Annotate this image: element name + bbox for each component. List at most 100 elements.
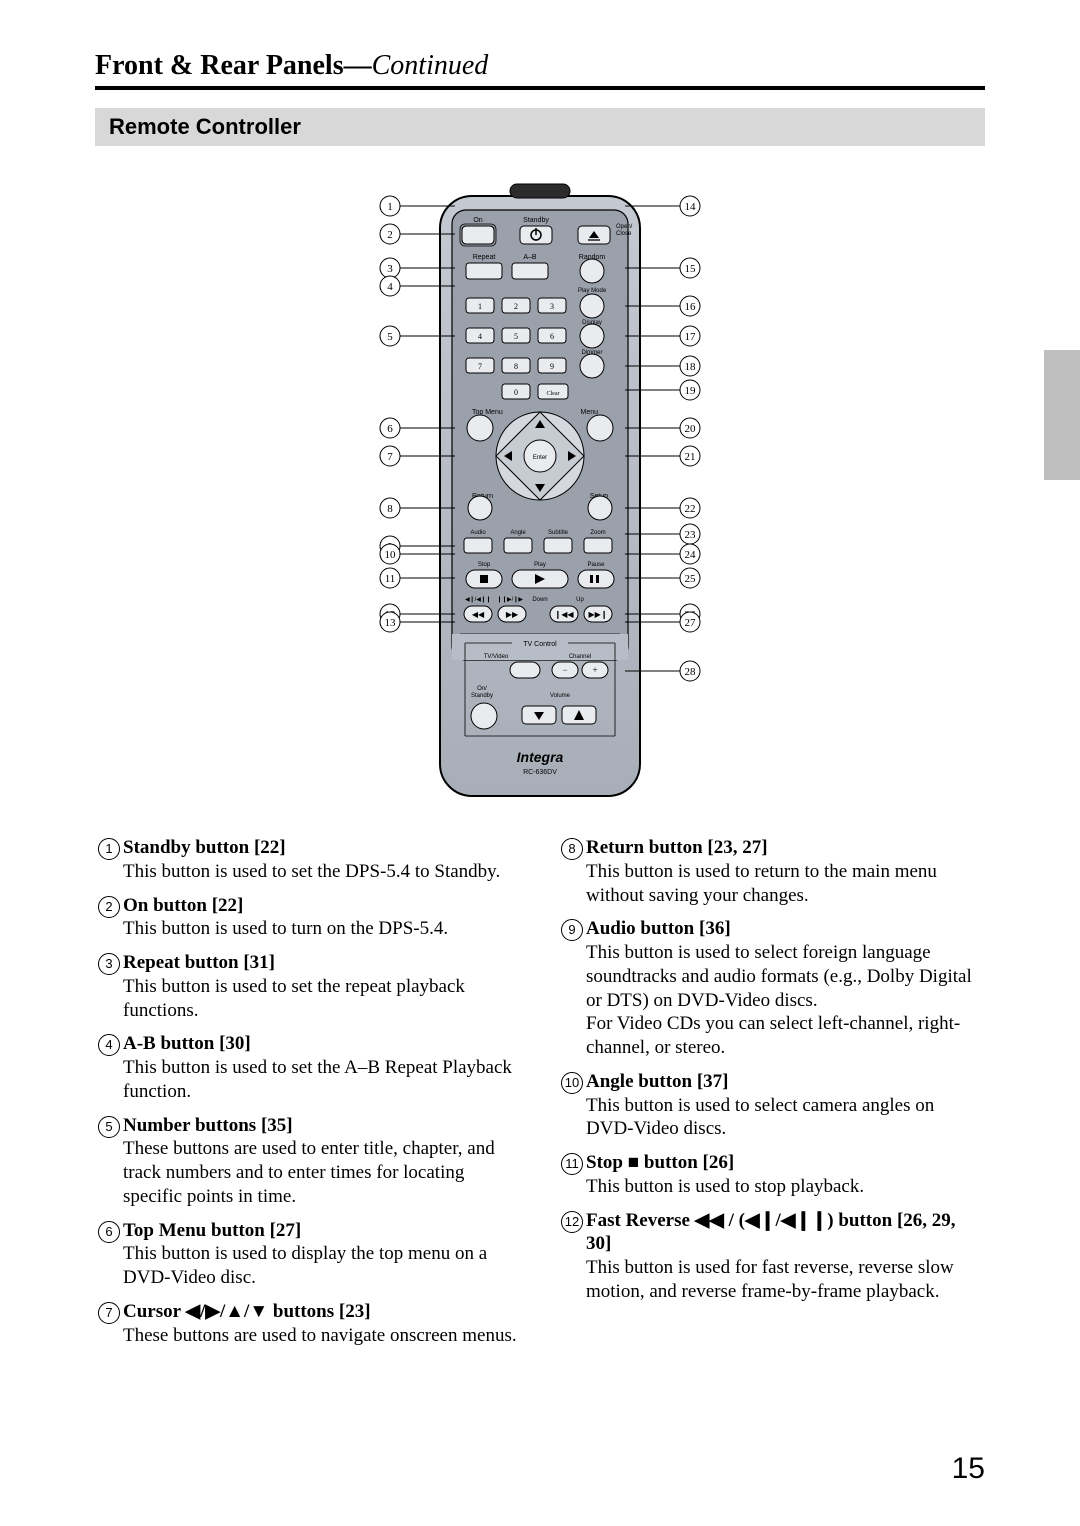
entry-title: Stop ■ button [26] — [586, 1151, 985, 1175]
entry-title: A-B button [30] — [123, 1032, 522, 1056]
svg-text:5: 5 — [387, 331, 393, 343]
svg-text:5: 5 — [514, 332, 518, 341]
description-entry: 2On button [22]This button is used to tu… — [95, 894, 522, 942]
circled-number: 2 — [98, 896, 120, 918]
entry-text: This button is used to select foreign la… — [586, 941, 985, 1012]
svg-text:Enter: Enter — [533, 455, 547, 461]
circled-number: 7 — [98, 1302, 120, 1324]
svg-text:22: 22 — [685, 503, 696, 515]
header-rule — [95, 86, 985, 90]
svg-text:Close: Close — [616, 231, 632, 237]
entry-title: Cursor ◀/▶/▲/▼ buttons [23] — [123, 1300, 522, 1324]
header-main: Front & Rear Panels — [95, 50, 344, 81]
svg-text:17: 17 — [685, 331, 697, 343]
svg-text:15: 15 — [685, 263, 697, 275]
entry-text: This button is used to stop playback. — [586, 1175, 985, 1199]
description-entry: 9Audio button [36]This button is used to… — [558, 917, 985, 1060]
svg-text:Volume: Volume — [550, 693, 571, 699]
svg-text:7: 7 — [387, 451, 393, 463]
svg-text:Integra: Integra — [517, 749, 564, 765]
svg-text:11: 11 — [385, 573, 396, 585]
description-entry: 6Top Menu button [27]This button is used… — [95, 1219, 522, 1290]
entry-title: Audio button [36] — [586, 917, 985, 941]
svg-text:Audio: Audio — [470, 530, 486, 536]
descriptions: 1Standby button [22]This button is used … — [95, 836, 985, 1357]
entry-text: This button is used for fast reverse, re… — [586, 1256, 985, 1304]
entry-text: This button is used to set the repeat pl… — [123, 975, 522, 1023]
entry-text: This button is used to set the A–B Repea… — [123, 1056, 522, 1104]
svg-text:16: 16 — [685, 301, 697, 313]
svg-text:Down: Down — [532, 597, 547, 603]
description-entry: 8Return button [23, 27]This button is us… — [558, 836, 985, 907]
svg-text:Clear: Clear — [547, 391, 560, 397]
description-entry: 5Number buttons [35]These buttons are us… — [95, 1114, 522, 1209]
svg-text:Open/: Open/ — [616, 224, 633, 230]
description-entry: 11Stop ■ button [26]This button is used … — [558, 1151, 985, 1199]
svg-text:Menu: Menu — [580, 409, 598, 416]
remote-figure: On Standby Open/ Close Repeat A–B Random… — [95, 176, 985, 816]
svg-text:2: 2 — [387, 229, 393, 241]
svg-text:Play: Play — [534, 562, 546, 568]
description-entry: 4A-B button [30]This button is used to s… — [95, 1032, 522, 1103]
svg-text:❙❙▶/❙▶: ❙❙▶/❙▶ — [497, 596, 523, 603]
header-continued: Continued — [372, 50, 489, 81]
side-tab — [1044, 350, 1080, 480]
svg-text:2: 2 — [514, 302, 518, 311]
svg-text:8: 8 — [514, 362, 518, 371]
svg-text:8: 8 — [387, 503, 393, 515]
description-entry: 1Standby button [22]This button is used … — [95, 836, 522, 884]
svg-text:A–B: A–B — [523, 254, 537, 261]
svg-text:0: 0 — [514, 388, 518, 397]
svg-text:Zoom: Zoom — [590, 530, 605, 536]
svg-text:▶▶: ▶▶ — [506, 610, 519, 619]
circled-number: 10 — [561, 1072, 583, 1094]
entry-text: This button is used to display the top m… — [123, 1242, 522, 1290]
circled-number: 8 — [561, 838, 583, 860]
svg-text:24: 24 — [685, 549, 697, 561]
entry-title: Standby button [22] — [123, 836, 522, 860]
entry-title: Return button [23, 27] — [586, 836, 985, 860]
svg-text:◀❙/◀❙❙: ◀❙/◀❙❙ — [465, 596, 491, 603]
header-sep: — — [344, 50, 372, 81]
entry-title: Fast Reverse ◀◀ / (◀❙/◀❙❙) button [26, 2… — [586, 1209, 985, 1257]
svg-text:−: − — [562, 665, 567, 675]
description-entry: 3Repeat button [31]This button is used t… — [95, 951, 522, 1022]
svg-text:25: 25 — [685, 573, 697, 585]
svg-text:20: 20 — [685, 423, 697, 435]
svg-text:13: 13 — [385, 617, 397, 629]
entry-title: On button [22] — [123, 894, 522, 918]
svg-text:❙◀◀: ❙◀◀ — [554, 610, 574, 619]
entry-text: This button is used to select camera ang… — [586, 1094, 985, 1142]
svg-text:7: 7 — [478, 362, 482, 371]
entry-title: Top Menu button [27] — [123, 1219, 522, 1243]
descriptions-left: 1Standby button [22]This button is used … — [95, 836, 522, 1357]
entry-text: These buttons are used to navigate onscr… — [123, 1324, 522, 1348]
circled-number: 5 — [98, 1116, 120, 1138]
svg-text:27: 27 — [685, 617, 697, 629]
svg-text:Pause: Pause — [587, 562, 605, 568]
svg-text:23: 23 — [685, 529, 697, 541]
description-entry: 10Angle button [37]This button is used t… — [558, 1070, 985, 1141]
svg-text:6: 6 — [550, 332, 554, 341]
entry-text: This button is used to return to the mai… — [586, 860, 985, 908]
circled-number: 4 — [98, 1034, 120, 1056]
svg-text:▶▶❙: ▶▶❙ — [588, 610, 607, 619]
svg-text:18: 18 — [685, 361, 697, 373]
svg-text:Random: Random — [579, 254, 606, 261]
svg-text:TV/Video: TV/Video — [484, 654, 509, 660]
entry-title: Angle button [37] — [586, 1070, 985, 1094]
svg-text:4: 4 — [387, 281, 393, 293]
svg-text:28: 28 — [685, 666, 697, 678]
entry-text: For Video CDs you can select left-channe… — [586, 1012, 985, 1060]
svg-text:Subtitle: Subtitle — [548, 530, 569, 536]
svg-text:3: 3 — [550, 302, 554, 311]
svg-text:Standby: Standby — [523, 217, 549, 224]
circled-number: 12 — [561, 1211, 583, 1233]
description-entry: 12Fast Reverse ◀◀ / (◀❙/◀❙❙) button [26,… — [558, 1209, 985, 1304]
circled-number: 6 — [98, 1221, 120, 1243]
svg-text:On/: On/ — [477, 686, 487, 692]
entry-text: This button is used to set the DPS-5.4 t… — [123, 860, 522, 884]
entry-text: This button is used to turn on the DPS-5… — [123, 917, 522, 941]
svg-text:1: 1 — [478, 302, 482, 311]
entry-title: Number buttons [35] — [123, 1114, 522, 1138]
